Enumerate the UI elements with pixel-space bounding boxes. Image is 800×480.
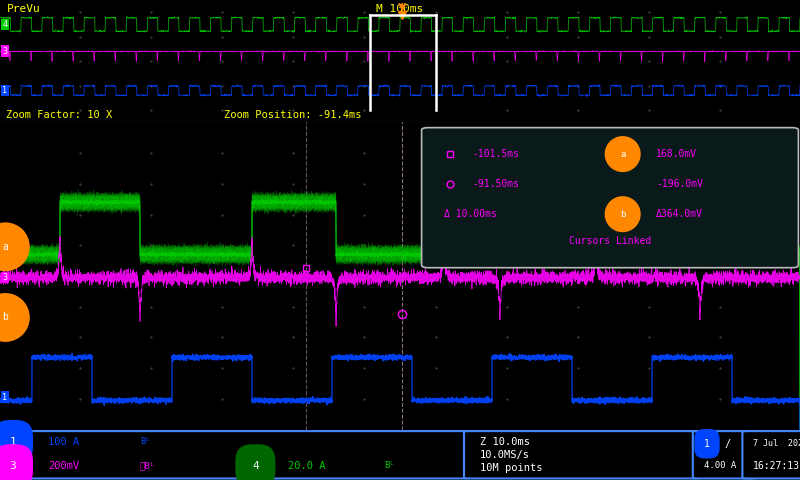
Text: 4: 4: [2, 20, 7, 29]
Text: ∾Bᴸ: ∾Bᴸ: [140, 461, 156, 470]
Text: -91.50ms: -91.50ms: [472, 179, 519, 189]
Text: 4: 4: [2, 235, 7, 244]
FancyBboxPatch shape: [0, 431, 469, 479]
Text: 1: 1: [704, 439, 710, 449]
Text: 10M points: 10M points: [480, 463, 542, 473]
Text: 3: 3: [10, 461, 16, 471]
Text: Z 10.0ms: Z 10.0ms: [480, 437, 530, 447]
Text: 168.0mV: 168.0mV: [656, 149, 697, 159]
FancyBboxPatch shape: [464, 431, 700, 479]
Text: Zoom Factor: 10 X: Zoom Factor: 10 X: [6, 110, 113, 120]
Text: 7 Jul  2023: 7 Jul 2023: [753, 439, 800, 448]
FancyBboxPatch shape: [422, 128, 798, 268]
Text: 3: 3: [2, 47, 7, 56]
Text: PreVu: PreVu: [6, 4, 40, 13]
Text: 16:27:13: 16:27:13: [753, 461, 800, 471]
Text: 4: 4: [252, 461, 258, 471]
Text: 1: 1: [10, 437, 16, 447]
Text: Δ364.0mV: Δ364.0mV: [656, 209, 703, 219]
Text: 200mV: 200mV: [48, 461, 79, 471]
Text: a: a: [2, 242, 8, 252]
Text: 1: 1: [2, 86, 7, 95]
Text: 20.0 A: 20.0 A: [288, 461, 326, 471]
Text: a: a: [620, 150, 626, 158]
Text: 3: 3: [2, 273, 7, 282]
FancyBboxPatch shape: [742, 431, 800, 479]
Text: 4.00 A: 4.00 A: [704, 461, 736, 470]
Text: Bᴸ: Bᴸ: [384, 461, 394, 470]
Text: -101.5ms: -101.5ms: [472, 149, 519, 159]
Text: M 100ms: M 100ms: [376, 4, 424, 13]
Text: 1: 1: [2, 393, 7, 402]
FancyBboxPatch shape: [693, 431, 755, 479]
Text: -196.0mV: -196.0mV: [656, 179, 703, 189]
Text: 100 A: 100 A: [48, 437, 79, 447]
Text: /: /: [724, 439, 730, 449]
Text: Bᴸ: Bᴸ: [140, 437, 150, 446]
Text: b: b: [620, 210, 626, 219]
Text: Δ 10.00ms: Δ 10.00ms: [444, 209, 497, 219]
Text: Cursors Linked: Cursors Linked: [569, 236, 651, 246]
Text: 10.0MS/s: 10.0MS/s: [480, 450, 530, 460]
Text: Zoom Position: -91.4ms: Zoom Position: -91.4ms: [224, 110, 362, 120]
Text: b: b: [2, 312, 8, 323]
